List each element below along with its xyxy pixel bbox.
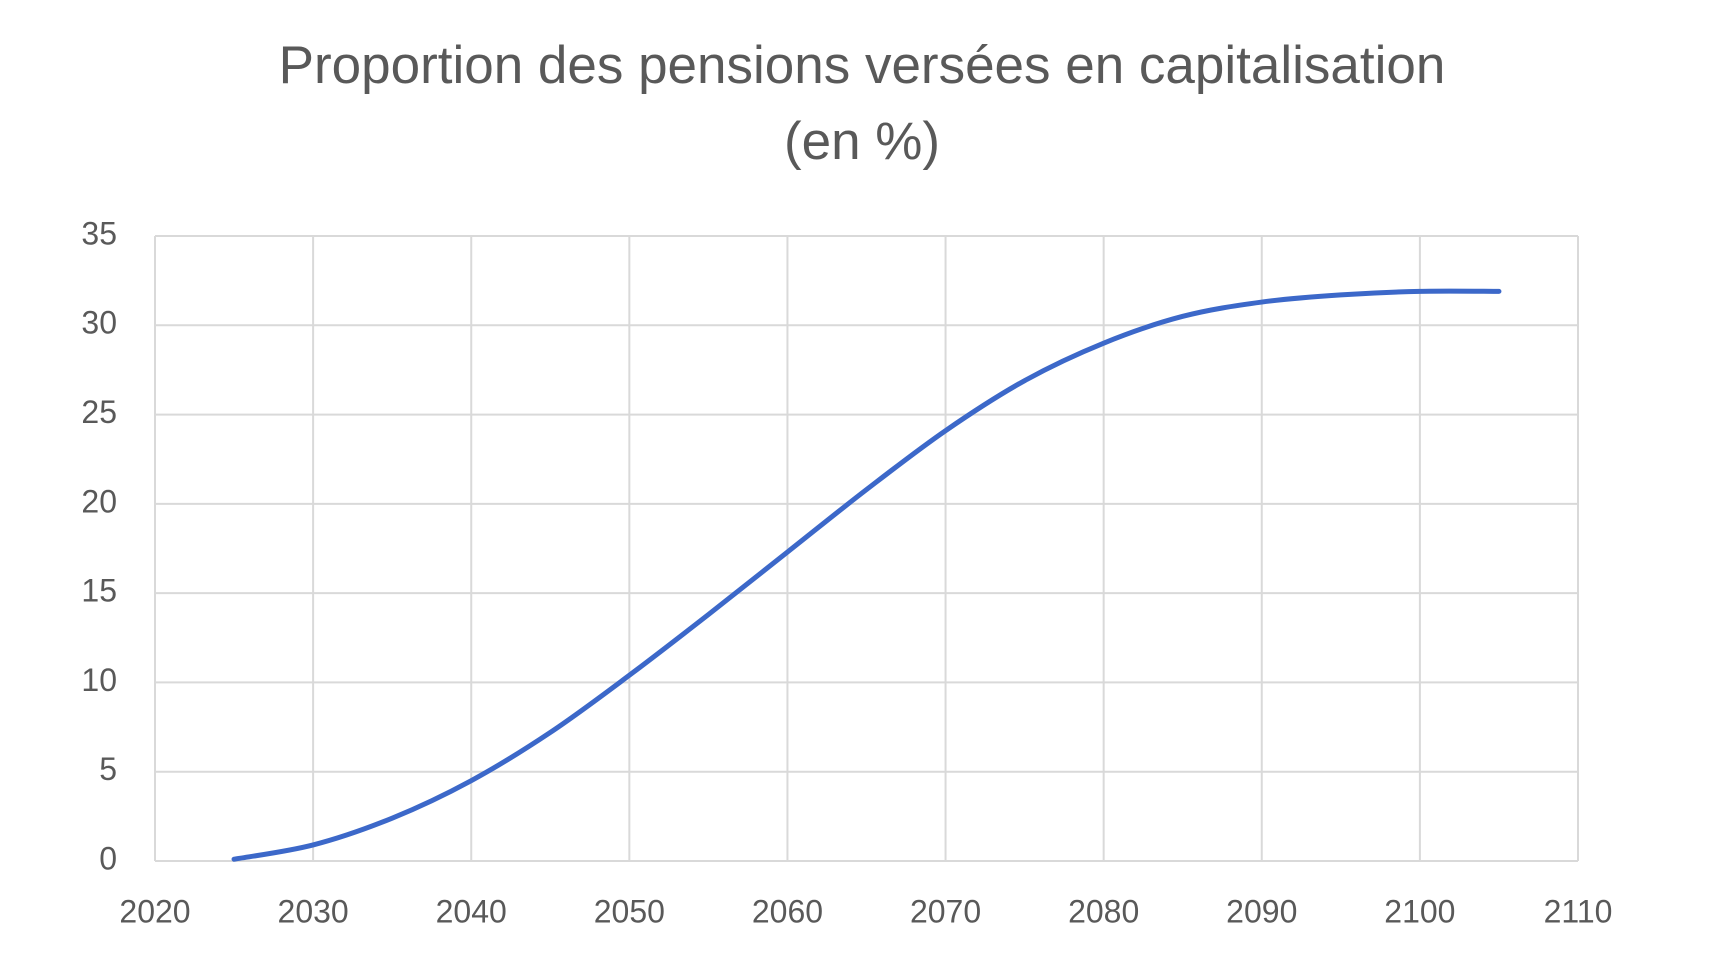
x-tick-label: 2060	[752, 893, 823, 929]
data-line	[231, 288, 1502, 862]
y-tick-label: 10	[81, 662, 117, 698]
y-tick-label: 25	[81, 394, 117, 430]
x-tick-label: 2110	[1544, 893, 1613, 929]
chart-title: Proportion des pensions versées en capit…	[279, 36, 1446, 95]
y-tick-label: 20	[81, 483, 117, 519]
chart-title: (en %)	[784, 112, 940, 171]
x-tick-label: 2030	[278, 893, 349, 929]
x-tick-label: 2080	[1068, 893, 1139, 929]
y-tick-label: 30	[81, 305, 117, 341]
y-tick-label: 5	[99, 751, 117, 787]
y-tick-label: 0	[99, 840, 117, 876]
y-tick-label: 35	[81, 215, 117, 251]
x-tick-label: 2040	[436, 893, 507, 929]
x-tick-label: 2100	[1384, 893, 1455, 929]
x-tick-label: 2050	[594, 893, 665, 929]
x-tick-label: 2020	[119, 893, 190, 929]
y-tick-label: 15	[81, 573, 117, 609]
x-tick-label: 2090	[1226, 893, 1297, 929]
x-tick-label: 2070	[910, 893, 981, 929]
